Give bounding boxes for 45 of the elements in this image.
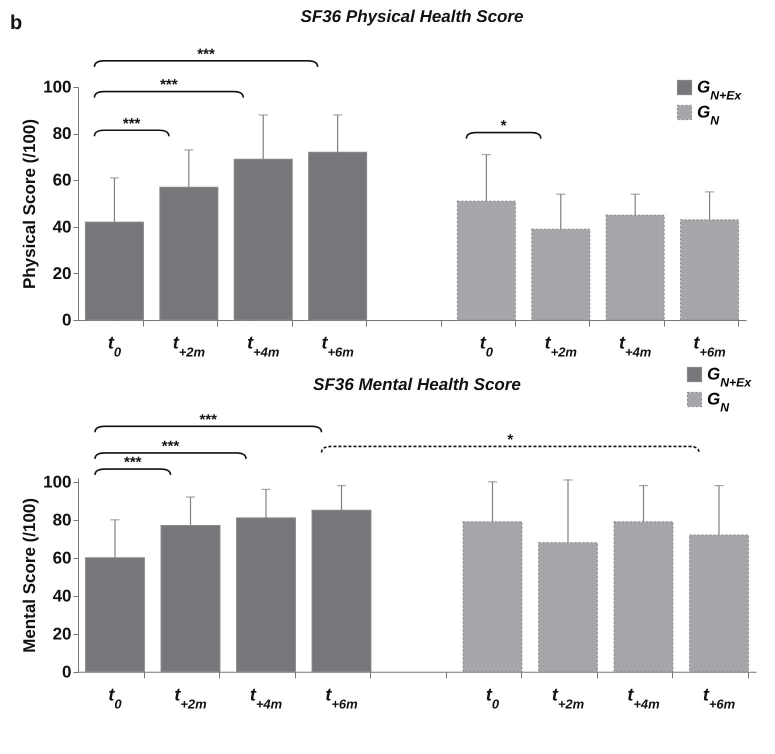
x-tick-label: t$_{+2m}$ <box>552 684 584 711</box>
x-tick-label: t$_{0}$ <box>108 684 122 711</box>
y-tick-label: 20 <box>52 264 72 283</box>
chart-title: SF36 Mental Health Score <box>313 375 521 394</box>
x-tick-label: t$_{0}$ <box>486 684 500 711</box>
x-tick-label: t$_{+6m}$ <box>325 684 358 711</box>
legend-label: G$_{N+Ex}$ <box>706 364 752 390</box>
annotation: *** <box>160 76 178 94</box>
annotation: *** <box>122 115 141 132</box>
y-axis-title: Physical Score (/100) <box>20 118 40 290</box>
y-tick-label: 80 <box>52 510 72 530</box>
text: * <box>507 431 514 448</box>
legend-label: G$_{N}$ <box>706 390 730 414</box>
x-tick-label: t$_{+4m}$ <box>247 332 280 359</box>
y-tick-label: 100 <box>43 472 72 492</box>
x-tick-label: t$_{+6m}$ <box>702 684 736 711</box>
x-tick-label: t$_{+2m}$ <box>544 332 577 359</box>
y-tick-label: 60 <box>52 170 72 190</box>
x-tick-label: t$_{+2m}$ <box>172 332 205 359</box>
text: *** <box>162 438 180 455</box>
x-tick-label: t$_{+4m}$ <box>627 684 660 711</box>
y-tick-label: 60 <box>52 548 72 568</box>
legend-label: G$_{N+Ex}$ <box>697 78 742 102</box>
y-tick-label: 0 <box>62 310 72 330</box>
text: *** <box>197 46 215 63</box>
x-tick-label: t$_{+6m}$ <box>321 332 354 359</box>
y-tick-label: 0 <box>62 662 72 682</box>
text: *** <box>200 411 218 428</box>
y-tick-label: 80 <box>52 124 72 144</box>
annotation: * <box>500 118 507 135</box>
x-tick-label: t$_{+4m}$ <box>619 332 652 359</box>
y-tick-label: 20 <box>52 624 72 644</box>
legend-label: G$_{N}$ <box>697 102 720 128</box>
y-tick-label: 40 <box>52 586 72 606</box>
text: *** <box>124 454 142 472</box>
x-tick-label: t$_{0}$ <box>480 332 494 359</box>
chart-title: SF36 Physical Health Score <box>300 7 524 26</box>
x-tick-label: t$_{+6m}$ <box>693 332 726 359</box>
y-tick-label: 100 <box>43 78 72 96</box>
y-tick-label: 40 <box>52 217 72 236</box>
x-tick-label: t$_{+4m}$ <box>250 684 282 711</box>
x-tick-label: t$_{0}$ <box>108 332 122 359</box>
x-tick-label: t$_{+2m}$ <box>174 684 207 711</box>
y-axis-title: Mental Score (/100) <box>20 498 40 653</box>
text: b <box>10 12 22 34</box>
